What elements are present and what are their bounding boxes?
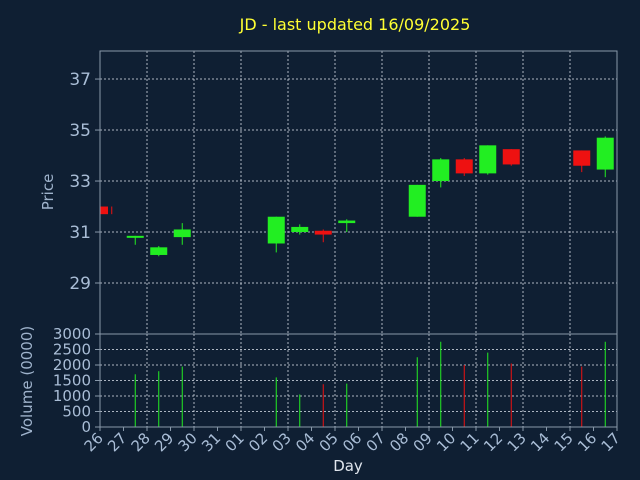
candle-up (432, 158, 450, 188)
candle-body (338, 220, 356, 224)
volume-tick-label: 1500 (53, 372, 91, 390)
volume-axis-label: Volume (0000) (18, 326, 36, 436)
candles (100, 136, 614, 257)
x-axis-label: Day (333, 457, 363, 475)
candle-body (150, 247, 168, 255)
candle-down (502, 149, 520, 166)
x-tick-labels: 2627282930310102030405060708091011121314… (81, 427, 624, 455)
chart-title: JD - last updated 16/09/2025 (239, 15, 471, 34)
candle-body (432, 159, 450, 182)
candle-up (408, 184, 426, 217)
candle-up (150, 246, 168, 257)
price-tick-label: 35 (69, 121, 91, 141)
candle-body (314, 230, 332, 235)
candle-up (173, 223, 191, 245)
candle-down (100, 206, 113, 215)
volume-bars (134, 341, 606, 427)
price-tick-label: 31 (69, 223, 91, 243)
price-tick-label: 29 (69, 274, 91, 294)
price-panel: 29 31 33 35 37 Price (39, 50, 618, 335)
candle-body (502, 149, 520, 165)
price-axis-label: Price (39, 174, 57, 211)
candle-down (455, 158, 473, 176)
volume-grid (100, 334, 617, 427)
candle-body (291, 226, 309, 233)
price-grid (100, 51, 617, 334)
candle-body (126, 235, 144, 238)
candle-up (126, 235, 144, 245)
volume-tick-label: 1000 (53, 387, 91, 405)
volume-tick-label: 0 (81, 418, 91, 436)
candle-body (596, 137, 614, 170)
candle-body (173, 229, 191, 238)
candle-body (479, 145, 497, 174)
price-tick-labels: 29 31 33 35 37 (69, 70, 100, 294)
candle-up (596, 136, 614, 178)
candle-up (291, 224, 309, 235)
volume-tick-label: 500 (62, 403, 91, 421)
candle-down (314, 229, 332, 243)
price-tick-label: 33 (69, 172, 91, 192)
candle-up (338, 219, 356, 233)
candle-body (573, 150, 591, 166)
price-tick-label: 37 (69, 70, 91, 90)
volume-tick-label: 3000 (53, 325, 91, 343)
volume-tick-label: 2500 (53, 341, 91, 359)
candle-body (267, 216, 285, 244)
volume-tick-label: 2000 (53, 356, 91, 374)
candle-body (455, 159, 473, 174)
candle-up (479, 145, 497, 175)
candle-up (267, 216, 285, 253)
candle-body (100, 206, 108, 215)
candle-body (408, 184, 426, 217)
candle-down (573, 150, 591, 173)
